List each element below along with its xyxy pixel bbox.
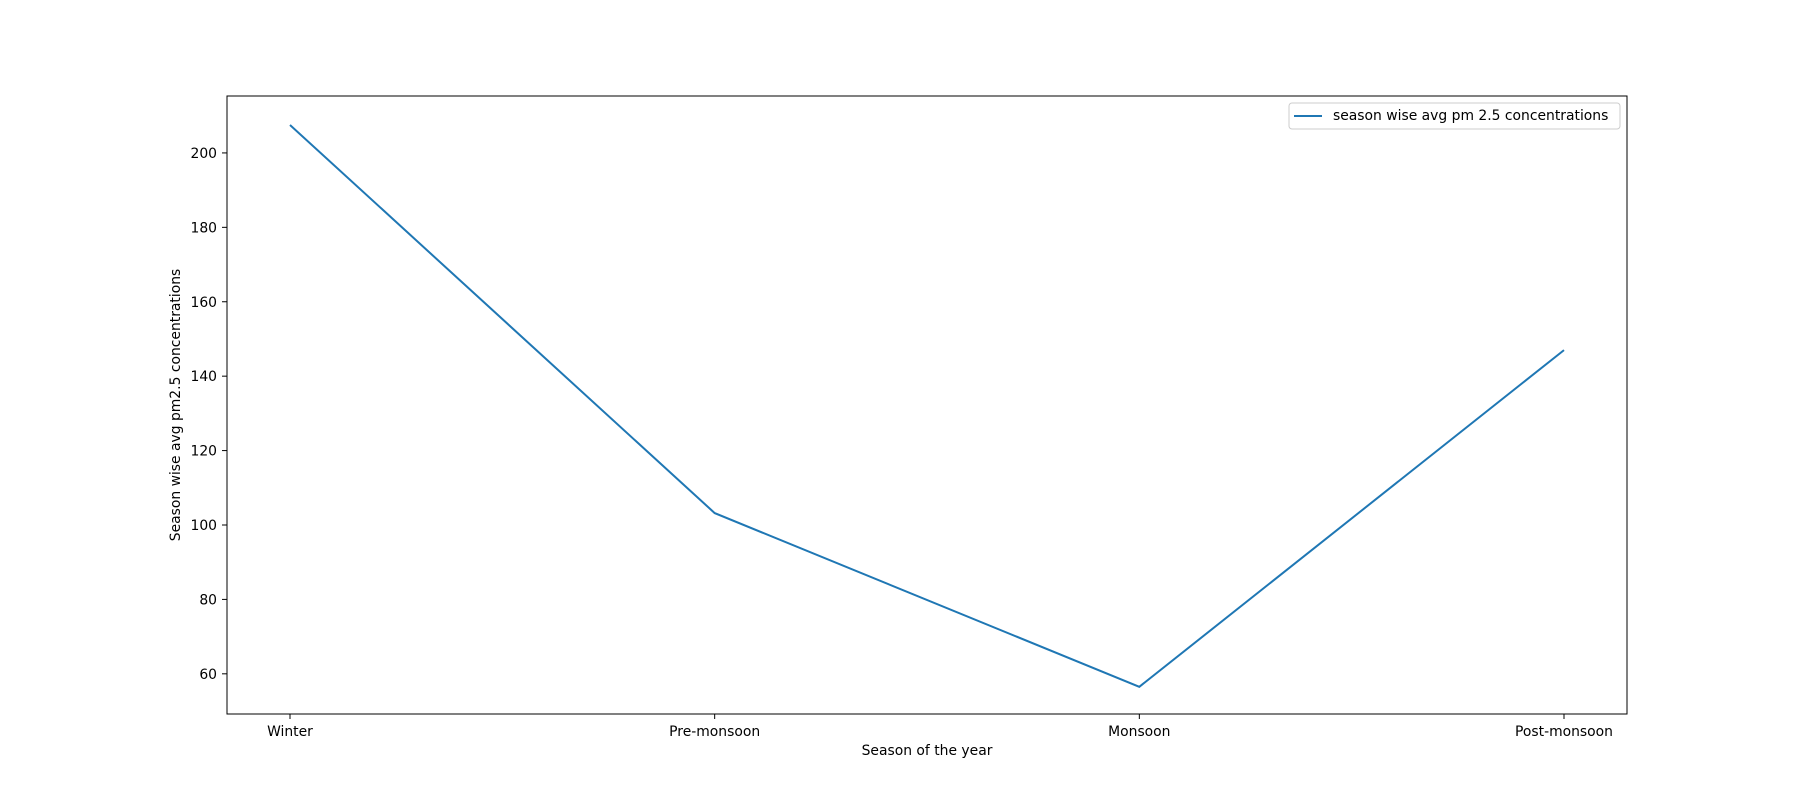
plot-area-frame <box>226 95 1628 715</box>
x-axis-label: Season of the year <box>862 743 993 759</box>
y-tick-label: 120 <box>190 444 217 460</box>
x-tick-label: Post-monsoon <box>1515 724 1613 740</box>
x-tick-label: Monsoon <box>1108 724 1170 740</box>
y-tick-label: 140 <box>190 369 217 385</box>
y-tick-label: 100 <box>190 518 217 534</box>
legend-label: season wise avg pm 2.5 concentrations <box>1333 108 1608 124</box>
y-tick-label: 80 <box>199 592 217 608</box>
x-axis-ticks: Winter Pre-monsoon Monsoon Post-monsoon <box>267 714 1613 740</box>
y-axis-ticks: 60 80 100 120 140 160 180 200 <box>190 146 227 683</box>
series-line <box>289 124 1565 688</box>
y-tick-label: 180 <box>190 220 217 236</box>
y-tick-label: 60 <box>199 667 217 683</box>
series-layer <box>289 124 1565 688</box>
x-tick-label: Pre-monsoon <box>669 724 760 740</box>
legend: season wise avg pm 2.5 concentrations <box>1288 102 1621 130</box>
y-tick-label: 200 <box>190 146 217 162</box>
y-tick-label: 160 <box>190 295 217 311</box>
legend-box <box>1288 102 1621 130</box>
y-axis-label: Season wise avg pm2.5 concentrations <box>168 269 184 542</box>
x-tick-label: Winter <box>267 724 313 740</box>
